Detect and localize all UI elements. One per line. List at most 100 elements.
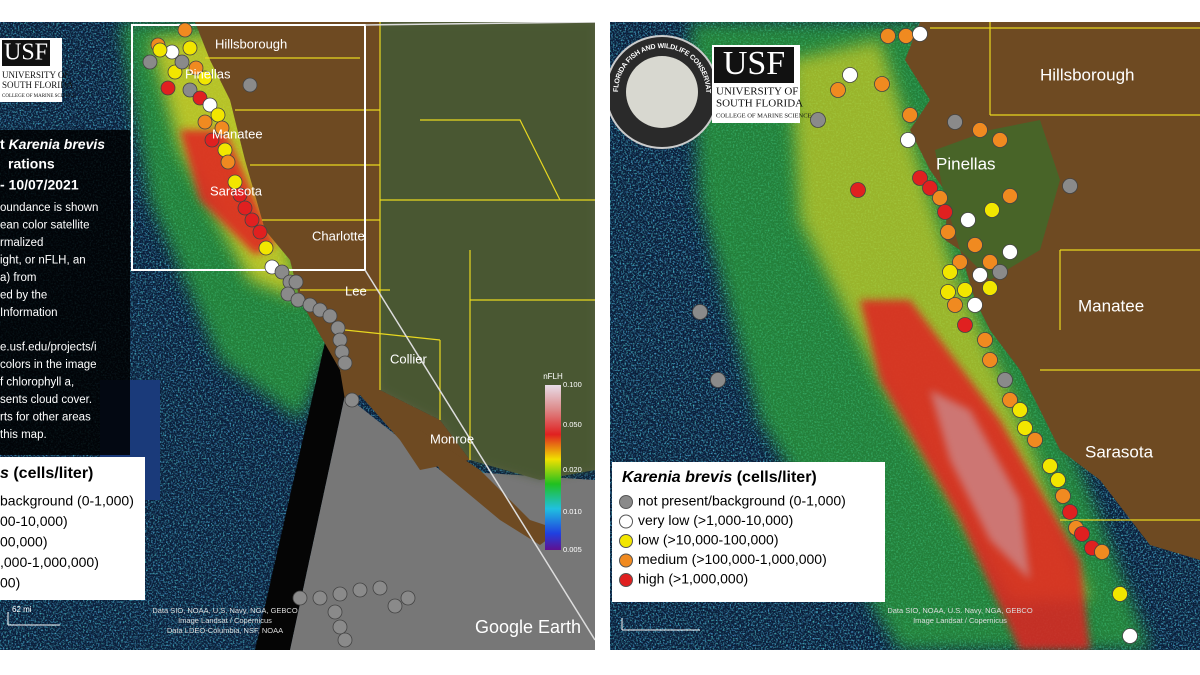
scale-label: 62 mi (12, 605, 32, 614)
sample-dot (972, 122, 988, 138)
sample-dot (900, 132, 916, 148)
attribution: Image Landsat / Copernicus (178, 616, 272, 625)
sample-dot (214, 120, 230, 136)
legend-title: Karenia brevis (cells/liter) (622, 469, 817, 486)
legend-symbol (619, 534, 633, 548)
sample-dot (880, 28, 896, 44)
description-line: ean color satellite (0, 220, 90, 232)
logo-line: UNIVERSITY OF (716, 86, 798, 98)
sample-dot (1074, 526, 1090, 542)
sample-dot (984, 202, 1000, 218)
brand: Google Earth (475, 617, 581, 637)
sample-dot (337, 632, 353, 648)
sample-dot (830, 82, 846, 98)
county-label: Monroe (430, 431, 474, 446)
sample-dot (982, 352, 998, 368)
sample-dot (1002, 244, 1018, 260)
description-line: ight, or nFLH, an (0, 255, 86, 267)
description-line: e.usf.edu/projects/i (0, 342, 97, 354)
legend-symbol (619, 495, 633, 509)
county-label: Pinellas (185, 66, 231, 81)
sample-dot (1055, 488, 1071, 504)
sample-dot (312, 590, 328, 606)
sample-dot (288, 274, 304, 290)
legend-title: s (cells/liter) (0, 465, 93, 482)
sample-dot (997, 372, 1013, 388)
legend-species: s (0, 465, 9, 482)
legend-unit: (cells/liter) (9, 465, 93, 482)
description-line: sents cloud cover. (0, 394, 92, 406)
county-lines (205, 22, 595, 460)
sample-dot (902, 107, 918, 123)
sample-dot (160, 80, 176, 96)
left-map: USF UNIVERSITY OF SOUTH FLORIDA COLLEGE … (0, 22, 595, 650)
sample-dot (1002, 188, 1018, 204)
legend-item: 00,000) (0, 534, 47, 550)
sample-dot (692, 304, 708, 320)
legend-item: medium (>100,000-1,000,000) (638, 551, 827, 567)
sample-dot (174, 54, 190, 70)
attribution: Data LDEO-Columbia, NSF, NOAA (167, 626, 283, 635)
sample-dot (332, 619, 348, 635)
description-line: colors in the image (0, 359, 97, 371)
sample-dot (197, 70, 213, 86)
logo-mark: USF (723, 45, 785, 82)
right-map: FLORIDA FISH AND WILDLIFE CONSERVATION C… (610, 22, 1200, 650)
sample-dot (220, 154, 236, 170)
legend-item: background (0-1,000) (0, 493, 134, 509)
county-label: Sarasota (1085, 442, 1154, 461)
sample-dot (237, 200, 253, 216)
sample-dot (258, 240, 274, 256)
sample-dot (967, 297, 983, 313)
title-species: Karenia brevis (9, 136, 106, 152)
panel-title: t Karenia brevis (0, 136, 105, 152)
legend-species: Karenia brevis (622, 469, 732, 486)
legend-item: very low (>1,000-10,000) (638, 512, 793, 528)
sample-dot (372, 580, 388, 596)
sample-dot (1012, 402, 1028, 418)
attribution: Data SIO, NOAA, U.S. Navy, NGA, GEBCO (887, 606, 1032, 615)
logo-mark: USF (4, 40, 48, 66)
county-label: Manatee (212, 126, 263, 141)
colorbar-tick: 0.050 (563, 420, 582, 429)
description-line: f chlorophyll a, (0, 377, 74, 389)
attribution: Image Landsat / Copernicus (913, 616, 1007, 625)
sample-dot (182, 40, 198, 56)
county-label: Charlotte (312, 228, 365, 243)
sample-dot (912, 170, 928, 186)
legend-item: high (>1,000,000) (638, 571, 748, 587)
sample-dot (957, 282, 973, 298)
sample-dot (1027, 432, 1043, 448)
sample-dot (940, 284, 956, 300)
sample-dot (1094, 544, 1110, 560)
attribution: Data SIO, NOAA, U.S. Navy, NGA, GEBCO (152, 606, 297, 615)
sample-dot (1017, 420, 1033, 436)
sample-dot (232, 187, 248, 203)
sample-dot (242, 77, 258, 93)
sample-dot (210, 107, 226, 123)
sample-dot (227, 174, 243, 190)
sample-dot (352, 582, 368, 598)
sample-dot (982, 280, 998, 296)
description-line: a) from (0, 272, 36, 284)
sample-dot (710, 372, 726, 388)
sample-dot (947, 297, 963, 313)
county-label: Collier (390, 351, 428, 366)
colorbar-tick: 0.010 (563, 507, 582, 516)
sample-dot (1042, 458, 1058, 474)
sample-dot (252, 224, 268, 240)
sample-dot (898, 28, 914, 44)
description-line: rts for other areas (0, 412, 91, 424)
sample-dot (244, 212, 260, 228)
sample-dot (842, 67, 858, 83)
description-line: oundance is shown (0, 202, 98, 214)
colorbar-tick: 0.005 (563, 545, 582, 554)
sample-dot (202, 97, 218, 113)
sample-dot (912, 26, 928, 42)
description-line: this map. (0, 429, 47, 441)
sample-dot (337, 355, 353, 371)
sample-dot (960, 212, 976, 228)
legend-unit: (cells/liter) (732, 469, 816, 486)
legend-symbol (619, 553, 633, 568)
